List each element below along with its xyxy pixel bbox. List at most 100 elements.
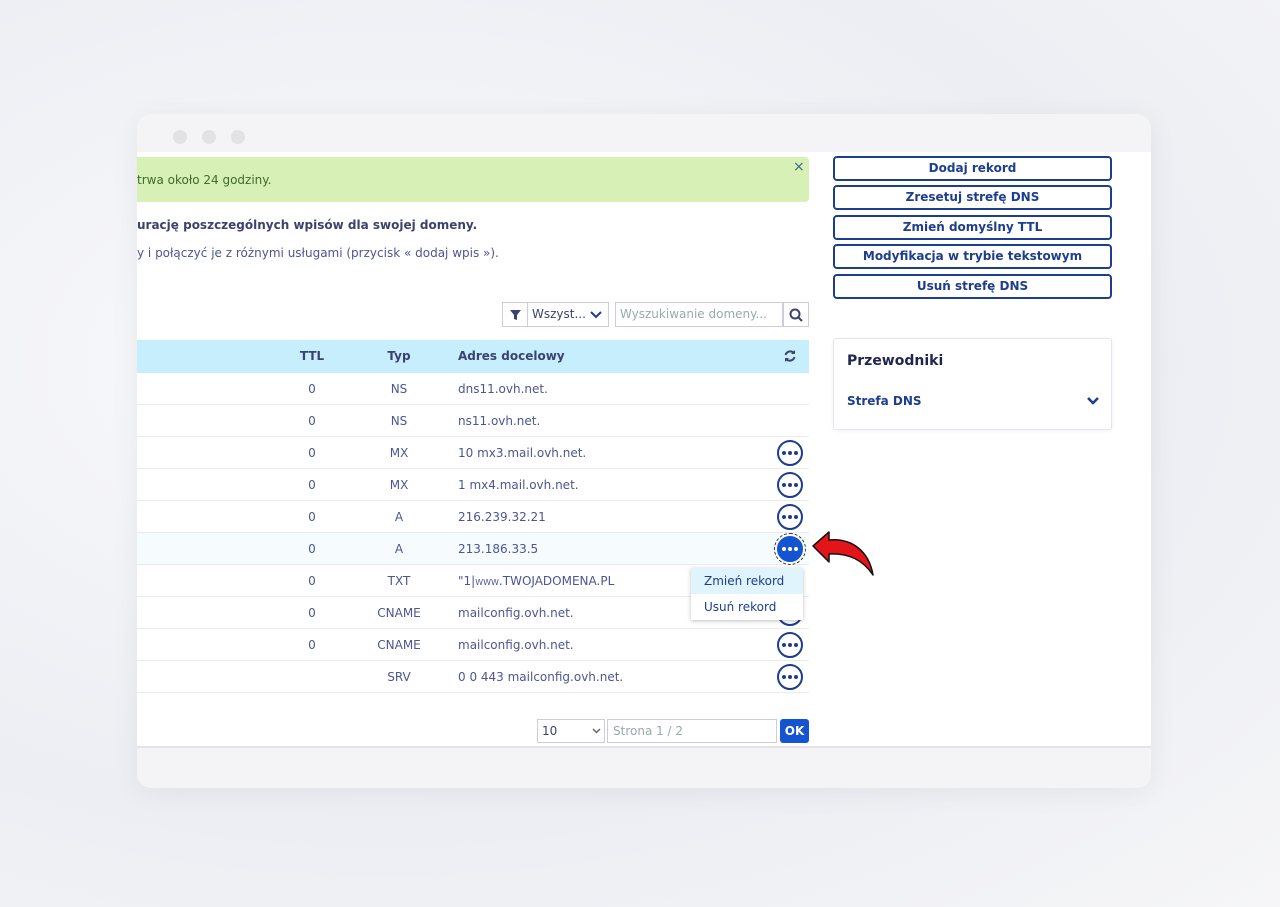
dot: [782, 483, 786, 487]
action-button[interactable]: Dodaj rekord: [833, 156, 1112, 181]
menu-item[interactable]: Zmień rekord: [691, 568, 803, 594]
dot: [794, 675, 798, 679]
notice: trwa około 24 godziny. ×: [137, 157, 809, 202]
action-button[interactable]: Usuń strefę DNS: [833, 274, 1112, 299]
dot: [794, 547, 798, 551]
guide-link[interactable]: Strefa DNS: [847, 394, 922, 408]
filter-button[interactable]: [502, 302, 528, 327]
dot: [782, 515, 786, 519]
notice-text: trwa około 24 godziny.: [137, 173, 272, 187]
dot: [782, 451, 786, 455]
table-row: 0 NS ns11.ovh.net.: [137, 405, 809, 437]
target-cell: 213.186.33.5: [458, 542, 539, 556]
per-page-select[interactable]: 10: [537, 719, 605, 743]
dot: [788, 515, 792, 519]
action-button[interactable]: Zmień domyślny TTL: [833, 215, 1112, 240]
dot: [794, 643, 798, 647]
per-page-value: 10: [542, 724, 558, 738]
target-cell: 1 mx4.mail.ovh.net.: [458, 478, 579, 492]
refresh-icon[interactable]: [783, 349, 797, 363]
filter-select[interactable]: Wszyst...: [527, 302, 609, 327]
dot: [794, 451, 798, 455]
ttl-cell: 0: [308, 542, 316, 556]
search-icon: [789, 308, 803, 322]
ttl-cell: 0: [308, 510, 316, 524]
target-cell: 0 0 443 mailconfig.ovh.net.: [458, 670, 624, 684]
dot: [782, 675, 786, 679]
ttl-cell: 0: [308, 446, 316, 460]
type-cell: CNAME: [377, 606, 421, 620]
column-header: Adres docelowy: [458, 349, 565, 363]
table-row: 0 CNAME mailconfig.ovh.net.: [137, 629, 809, 661]
search-button[interactable]: [783, 302, 809, 327]
action-button[interactable]: Modyfikacja w trybie tekstowym: [833, 244, 1112, 269]
action-button[interactable]: Zresetuj strefę DNS: [833, 185, 1112, 210]
type-cell: CNAME: [377, 638, 421, 652]
chevron: [1087, 397, 1099, 405]
dot: [782, 643, 786, 647]
row-menu-button[interactable]: [777, 472, 803, 498]
target-cell: 216.239.32.21: [458, 510, 546, 524]
dot: [788, 675, 792, 679]
dot: [788, 643, 792, 647]
row-menu-button[interactable]: [774, 533, 806, 565]
context-menu: Zmień rekord Usuń rekord: [691, 568, 803, 620]
type-cell: TXT: [387, 574, 411, 588]
type-cell: NS: [390, 414, 408, 428]
dot: [794, 483, 798, 487]
guides-title: Przewodniki: [847, 353, 944, 369]
search-input[interactable]: Wyszukiwanie domeny...: [615, 302, 783, 327]
ttl-cell: 0: [308, 606, 316, 620]
target-cell: dns11.ovh.net.: [458, 382, 548, 396]
window-dot: [173, 130, 187, 144]
intro-line: y i połączyć je z różnymi usługami (przy…: [137, 246, 499, 260]
dot: [794, 515, 798, 519]
row-menu-button[interactable]: [777, 504, 803, 530]
window-dot: [202, 130, 216, 144]
filter-icon: [510, 310, 521, 320]
target-cell: mailconfig.ovh.net.: [458, 638, 574, 652]
table-row: 0 MX 1 mx4.mail.ovh.net.: [137, 469, 809, 501]
dot: [788, 483, 792, 487]
target-cell: mailconfig.ovh.net.: [458, 606, 574, 620]
intro-line: urację poszczególnych wpisów dla swojej …: [137, 218, 478, 232]
ttl-cell: 0: [308, 478, 316, 492]
type-cell: A: [394, 510, 404, 524]
row-menu-button[interactable]: [777, 632, 803, 658]
table-header: TTL Typ Adres docelowy: [137, 340, 809, 373]
chevron: [590, 311, 602, 319]
target-cell: ns11.ovh.net.: [458, 414, 541, 428]
dot: [788, 451, 792, 455]
ttl-cell: 0: [308, 414, 316, 428]
target-cell: "1|www.TWOJADOMENA.PL: [458, 574, 615, 588]
page-input[interactable]: Strona 1 / 2: [607, 719, 777, 743]
ok-button[interactable]: OK: [780, 719, 809, 743]
type-cell: MX: [389, 478, 409, 492]
table-row: 0 A 216.239.32.21: [137, 501, 809, 533]
column-header: TTL: [299, 349, 325, 363]
type-cell: A: [394, 542, 404, 556]
table-row: 0 A 213.186.33.5: [137, 533, 809, 565]
column-header: Typ: [387, 349, 411, 363]
guides-panel: Przewodniki Strefa DNS: [833, 338, 1112, 430]
row-menu-button[interactable]: [777, 440, 803, 466]
browser-window: trwa około 24 godziny. × urację poszczeg…: [137, 114, 1151, 788]
close-button[interactable]: ×: [793, 159, 805, 175]
table-row: 0 MX 10 mx3.mail.ovh.net.: [137, 437, 809, 469]
table-row: SRV 0 0 443 mailconfig.ovh.net.: [137, 661, 809, 693]
red-arrow: [812, 531, 874, 576]
type-cell: NS: [390, 382, 408, 396]
table-row: 0 NS dns11.ovh.net.: [137, 373, 809, 405]
target-cell: 10 mx3.mail.ovh.net.: [458, 446, 587, 460]
ttl-cell: 0: [308, 382, 316, 396]
content: trwa około 24 godziny. × urację poszczeg…: [137, 152, 1151, 748]
filter-select-value: Wszyst...: [532, 307, 586, 321]
chevron: [592, 728, 601, 734]
type-cell: SRV: [387, 670, 411, 684]
window-dot: [231, 130, 245, 144]
type-cell: MX: [389, 446, 409, 460]
row-menu-button[interactable]: [777, 664, 803, 690]
ttl-cell: 0: [308, 574, 316, 588]
menu-item[interactable]: Usuń rekord: [704, 600, 777, 614]
